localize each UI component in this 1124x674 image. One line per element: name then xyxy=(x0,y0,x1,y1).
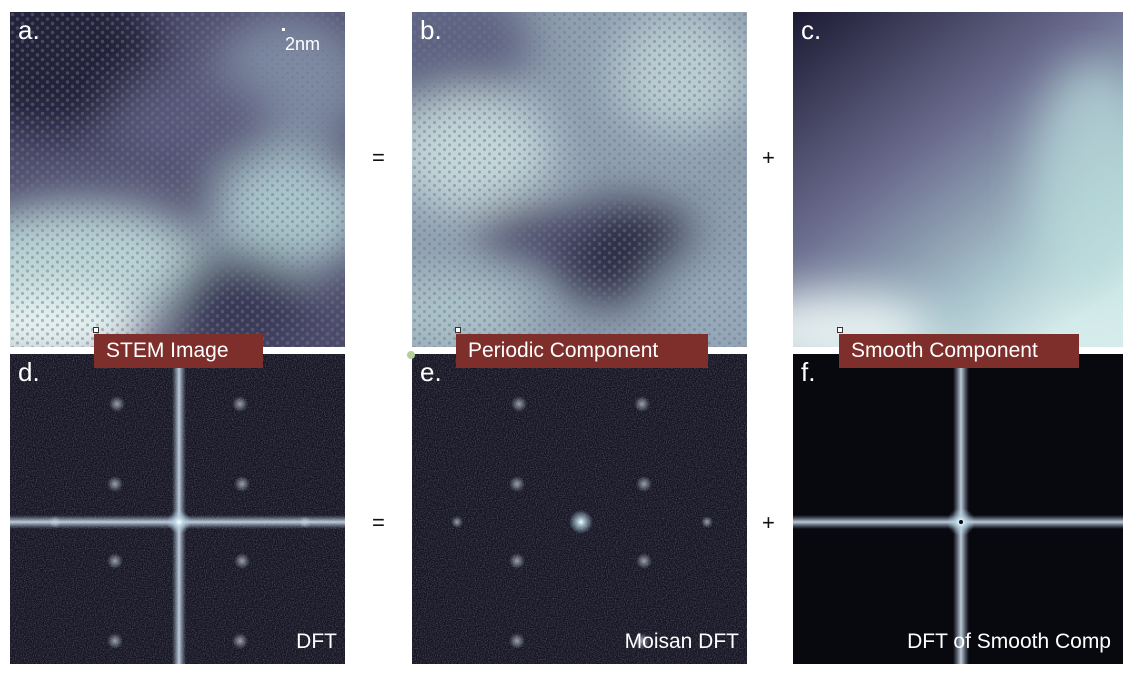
equals-sign-bottom: = xyxy=(372,510,385,535)
marker-a xyxy=(93,327,99,333)
smooth-dft-graphic xyxy=(793,354,1123,664)
panel-d-caption: DFT xyxy=(296,630,337,653)
marker-c xyxy=(837,327,843,333)
panel-d-dft: d. DFT xyxy=(10,354,345,664)
moisan-dft-graphic xyxy=(412,354,747,664)
panel-f-caption: DFT of Smooth Comp xyxy=(907,630,1111,653)
panel-b-periodic-component: b. xyxy=(412,12,747,347)
panel-c-letter: c. xyxy=(801,15,822,45)
label-periodic-component: Periodic Component xyxy=(456,334,708,368)
smooth-component-graphic xyxy=(793,12,1123,347)
panel-a-letter: a. xyxy=(18,15,40,45)
plus-sign-bottom: + xyxy=(762,510,775,535)
scale-bar-label: 2nm xyxy=(285,34,321,54)
panel-f-smooth-dft: f. DFT of Smooth Comp xyxy=(793,354,1123,664)
label-smooth-component: Smooth Component xyxy=(839,334,1079,368)
marker-dot xyxy=(407,351,415,359)
periodic-component-graphic xyxy=(412,12,747,347)
dft-graphic xyxy=(10,354,345,664)
panel-e-moisan-dft: e. Moisan DFT xyxy=(412,354,747,664)
panel-a-stem-image: a. 2nm xyxy=(10,12,345,347)
plus-sign-top: + xyxy=(762,145,775,170)
panel-e-caption: Moisan DFT xyxy=(624,630,739,653)
panel-b-letter: b. xyxy=(420,15,442,45)
panel-f-letter: f. xyxy=(801,357,816,387)
marker-b xyxy=(455,327,461,333)
equals-sign-top: = xyxy=(372,145,385,170)
panel-e-letter: e. xyxy=(420,357,442,387)
scale-bar xyxy=(282,28,285,31)
label-stem-image: STEM Image xyxy=(94,334,263,368)
panel-c-smooth-component: c. xyxy=(793,12,1123,347)
stem-image-graphic xyxy=(10,12,345,347)
panel-d-letter: d. xyxy=(18,357,40,387)
